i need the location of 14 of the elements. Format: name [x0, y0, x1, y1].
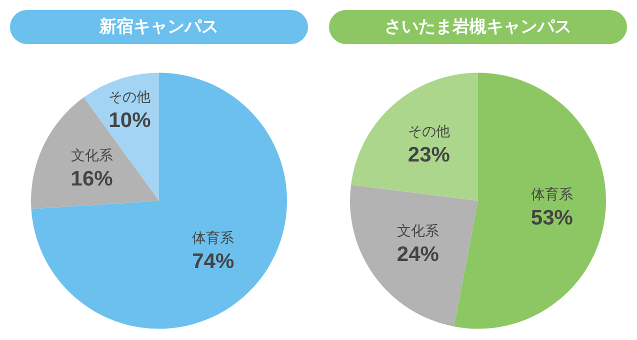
- data-label: 74%: [192, 250, 234, 274]
- data-label: 16%: [70, 168, 114, 191]
- slice-label: 体育系: [192, 230, 234, 246]
- data-label: 23%: [408, 144, 450, 167]
- slice-label: その他: [408, 123, 450, 140]
- data-label: 53%: [530, 206, 574, 230]
- slice-label: 体育系: [530, 186, 573, 202]
- slice-label: 文化系: [396, 222, 439, 238]
- chart-title: 新宿キャンパス: [10, 10, 308, 44]
- chart-title: さいたま岩槻キャンパス: [329, 10, 627, 44]
- data-label: 24%: [396, 242, 440, 266]
- slice-label: その他: [108, 88, 151, 105]
- data-label: 10%: [108, 109, 152, 132]
- slice-label: 文化系: [70, 147, 113, 164]
